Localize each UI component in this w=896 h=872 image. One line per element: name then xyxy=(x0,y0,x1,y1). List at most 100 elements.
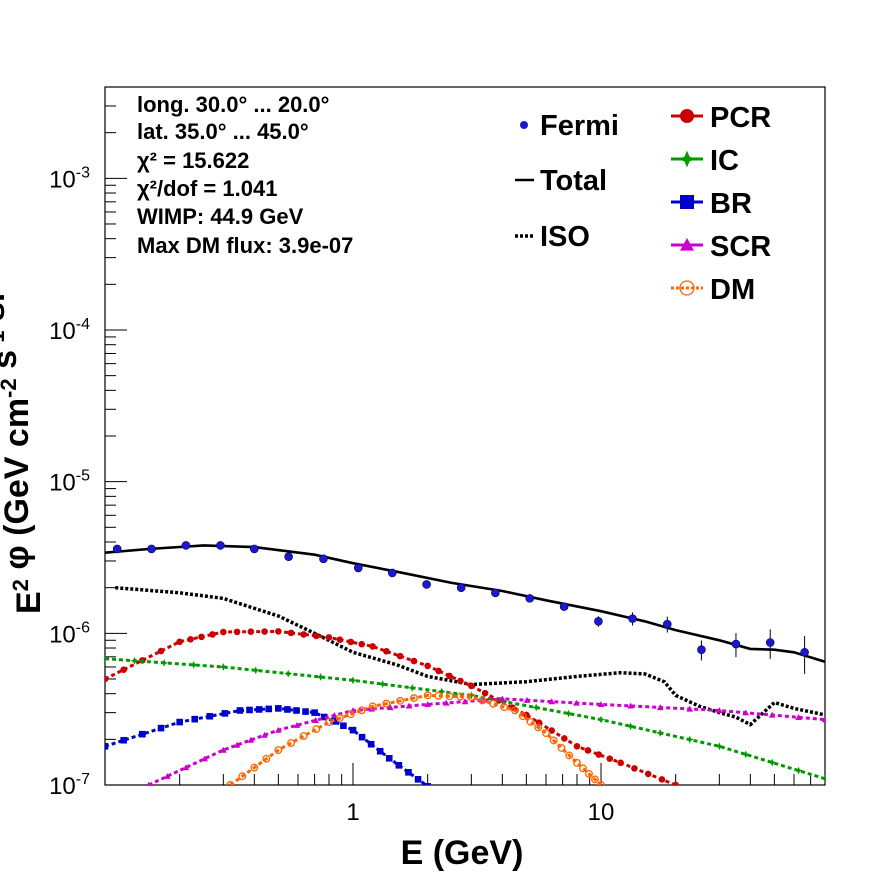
fermi-point xyxy=(147,544,156,554)
marker xyxy=(742,709,750,716)
fermi-point xyxy=(387,568,397,578)
marker xyxy=(685,735,694,744)
marker xyxy=(573,758,581,767)
marker xyxy=(410,657,418,665)
marker xyxy=(336,636,344,643)
marker xyxy=(456,692,465,701)
fermi-point xyxy=(731,639,741,649)
marker xyxy=(219,663,228,671)
marker xyxy=(198,633,205,641)
marker xyxy=(795,713,802,720)
fermi-point xyxy=(765,638,775,647)
marker xyxy=(457,677,464,685)
marker xyxy=(349,676,357,685)
marker xyxy=(461,698,469,705)
marker xyxy=(597,715,605,724)
marker xyxy=(157,647,165,655)
y-tick-label: 10-4 xyxy=(49,316,90,345)
marker xyxy=(313,632,320,640)
marker xyxy=(311,709,318,716)
marker xyxy=(325,718,333,727)
marker xyxy=(526,717,535,726)
marker xyxy=(274,746,283,754)
marker xyxy=(331,712,338,719)
marker xyxy=(160,658,169,667)
series-curves xyxy=(105,544,825,785)
marker xyxy=(680,195,694,209)
marker xyxy=(312,717,319,723)
y-tick-label: 10-6 xyxy=(49,619,90,648)
marker xyxy=(631,765,638,772)
legend-total-label: Total xyxy=(540,165,607,197)
marker xyxy=(335,714,344,723)
marker xyxy=(617,759,624,767)
x-axis-label: E (GeV) xyxy=(401,834,524,872)
marker xyxy=(357,706,366,715)
marker xyxy=(105,742,109,750)
marker xyxy=(146,781,151,785)
marker xyxy=(284,669,293,678)
marker xyxy=(300,631,307,638)
marker xyxy=(597,701,605,708)
marker xyxy=(369,643,376,650)
marker xyxy=(565,751,574,760)
fermi-point xyxy=(112,544,122,554)
x-tick-label: 1 xyxy=(346,799,359,826)
legend: Fermi Total ISO PCR IC BR SCR DM xyxy=(515,102,771,306)
fit-annotations: long. 30.0° ... 20.0° lat. 35.0° ... 45.… xyxy=(137,92,353,258)
fermi-point xyxy=(800,647,809,657)
annotation-max-dm-flux: Max DM flux: 3.9e-07 xyxy=(137,233,353,258)
marker xyxy=(233,628,241,636)
marker xyxy=(293,707,300,714)
marker xyxy=(548,698,555,705)
marker xyxy=(481,689,489,697)
marker xyxy=(358,733,366,741)
marker xyxy=(238,772,247,781)
marker xyxy=(236,707,244,714)
fermi-point xyxy=(422,580,431,589)
marker xyxy=(794,766,803,775)
iso-line xyxy=(115,585,825,727)
marker xyxy=(302,708,309,715)
annotation-chi2-dof: χ²/dof = 1.041 xyxy=(137,176,277,201)
marker xyxy=(287,739,295,748)
legend-dm-label: DM xyxy=(710,274,755,306)
marker xyxy=(821,716,825,723)
y-tick-label: 10-3 xyxy=(49,164,90,193)
marker xyxy=(434,691,443,700)
marker xyxy=(385,754,393,762)
marker xyxy=(265,705,273,713)
marker xyxy=(627,702,634,709)
marker xyxy=(347,638,355,646)
marker xyxy=(467,691,476,700)
marker xyxy=(573,699,580,706)
marker xyxy=(680,109,694,123)
marker xyxy=(358,640,366,648)
marker xyxy=(255,706,263,713)
marker xyxy=(189,661,198,669)
marker xyxy=(715,742,724,751)
marker xyxy=(424,701,431,708)
marker xyxy=(382,699,391,708)
marker xyxy=(251,666,260,675)
marker xyxy=(716,707,723,714)
marker xyxy=(367,740,375,748)
marker xyxy=(349,707,357,714)
marker xyxy=(656,729,665,737)
marker xyxy=(549,736,558,745)
marker xyxy=(672,781,679,785)
marker xyxy=(221,710,229,717)
fermi-point xyxy=(319,554,328,564)
marker xyxy=(120,666,127,673)
marker xyxy=(201,755,208,762)
marker xyxy=(414,776,422,783)
marker xyxy=(233,741,241,748)
marker xyxy=(405,769,412,776)
marker xyxy=(261,628,268,635)
marker xyxy=(768,758,777,767)
marker xyxy=(139,730,146,738)
marker xyxy=(320,713,328,721)
marker xyxy=(209,631,216,638)
marker xyxy=(741,750,750,759)
annotation-latitude: lat. 35.0° ... 45.0° xyxy=(137,119,309,144)
